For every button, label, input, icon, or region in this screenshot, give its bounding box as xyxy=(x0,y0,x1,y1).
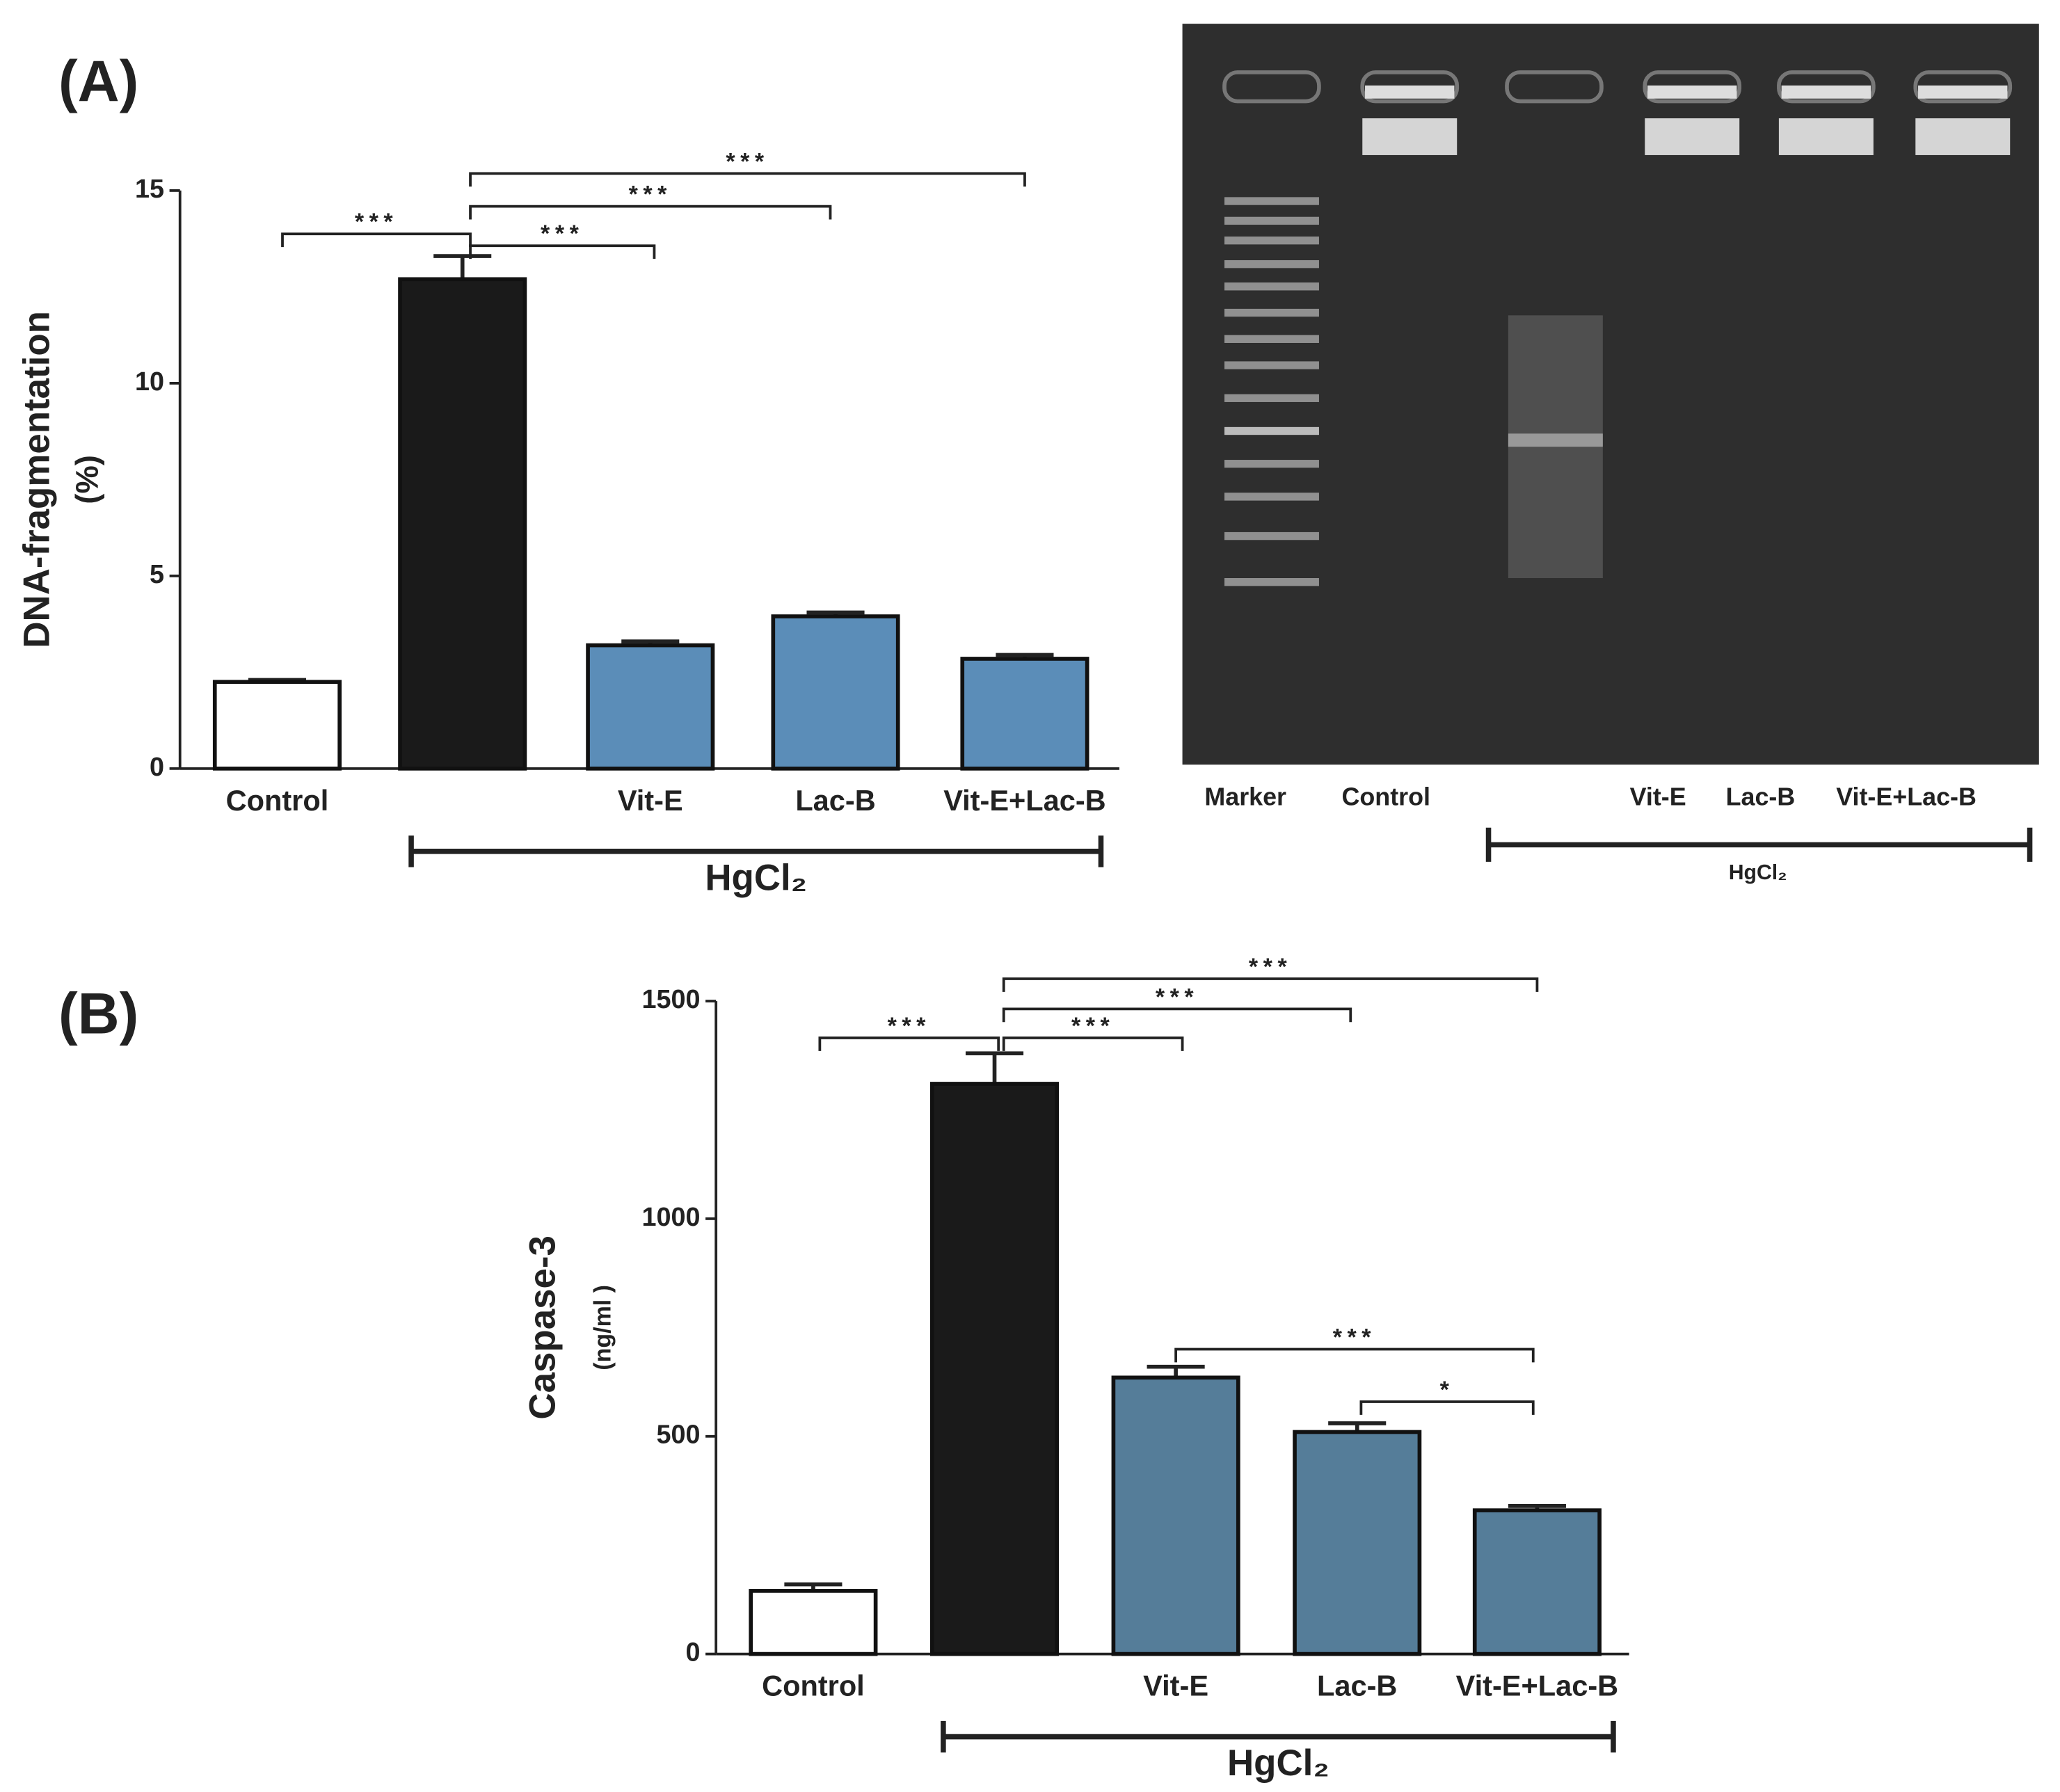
x-tick-label: Lac-B xyxy=(795,784,875,817)
significance-bracket xyxy=(469,172,1026,187)
gel-band xyxy=(1647,85,1737,99)
gel-well xyxy=(1360,70,1460,104)
y-tick-label: 5 xyxy=(150,560,164,589)
gel-well xyxy=(1643,70,1742,104)
gel-well xyxy=(1777,70,1876,104)
gel-band xyxy=(1362,118,1458,155)
x-tick-label: Vit-E+Lac-B xyxy=(1456,1670,1619,1702)
significance-label: *** xyxy=(1249,954,1292,980)
lane-label: Control xyxy=(1342,783,1430,811)
gel-ladder-band xyxy=(1224,460,1319,468)
gel-ladder-band xyxy=(1224,578,1319,586)
lane-label: Vit-E xyxy=(1630,783,1686,811)
significance-label: *** xyxy=(355,209,398,235)
gel-bands xyxy=(1222,70,2013,586)
y-tick-label: 1000 xyxy=(642,1203,701,1232)
y-tick-label: 0 xyxy=(150,753,164,782)
gel-ladder-band xyxy=(1224,237,1319,245)
x-tick-label: Lac-B xyxy=(1317,1670,1397,1702)
significance-bracket xyxy=(469,244,656,259)
group-label: HgCl₂ xyxy=(1227,1743,1330,1784)
x-tick-label: Control xyxy=(226,784,329,817)
bar xyxy=(586,643,715,771)
significance-bracket xyxy=(1002,1037,1184,1051)
panel-label: (B) xyxy=(58,982,138,1046)
gel-ladder-band xyxy=(1224,335,1319,343)
lane-label: Marker xyxy=(1204,783,1286,811)
gel-band xyxy=(1508,433,1603,447)
significance-bracket xyxy=(1359,1400,1535,1415)
lane-label: Lac-B xyxy=(1726,783,1796,811)
significance-bracket xyxy=(1002,1007,1352,1023)
gel-band xyxy=(1781,85,1871,99)
bar xyxy=(398,277,527,771)
significance-label: *** xyxy=(1071,1013,1115,1039)
y-tick-label: 15 xyxy=(135,175,164,204)
significance-bracket xyxy=(818,1037,1000,1051)
y-axis-title: Caspase-3 xyxy=(522,1235,564,1419)
gel-image xyxy=(1182,24,2039,765)
significance-bracket xyxy=(1174,1347,1535,1363)
x-tick-label: Control xyxy=(762,1670,865,1702)
bar xyxy=(1472,1508,1602,1656)
gel-ladder-band xyxy=(1224,282,1319,291)
gel-well xyxy=(1913,70,2013,104)
significance-bracket xyxy=(1002,977,1539,992)
gel-ladder-band xyxy=(1224,426,1319,435)
significance-label: * xyxy=(1440,1377,1455,1403)
significance-bracket xyxy=(469,205,832,220)
gel-ladder-band xyxy=(1224,493,1319,501)
y-tick-label: 1500 xyxy=(642,985,701,1014)
gel-ladder-band xyxy=(1224,531,1319,541)
gel-ladder-band xyxy=(1224,260,1319,269)
bar xyxy=(771,614,900,771)
gel-well xyxy=(1505,70,1604,104)
y-axis-title: DNA-fragmentation xyxy=(17,311,58,648)
lane-label: Vit-E+Lac-B xyxy=(1836,783,1977,811)
y-tick-label: 10 xyxy=(135,367,164,397)
significance-label: *** xyxy=(541,221,584,247)
gel-well xyxy=(1222,70,1321,104)
y-tick-label: 0 xyxy=(686,1638,701,1667)
y-tick-label: 500 xyxy=(657,1421,701,1450)
bar xyxy=(1111,1375,1240,1656)
gel-band xyxy=(1778,118,1874,155)
significance-label: *** xyxy=(1156,984,1199,1010)
significance-label: *** xyxy=(1333,1324,1376,1350)
bar xyxy=(929,1082,1060,1656)
significance-label: *** xyxy=(726,148,769,175)
gel-ladder-band xyxy=(1224,216,1319,225)
y-axis-subtitle: (%) xyxy=(69,455,104,504)
x-tick-label: Vit-E xyxy=(618,784,683,817)
significance-label: *** xyxy=(629,181,672,207)
y-axis-subtitle: (ng/ml ) xyxy=(590,1285,616,1370)
gel-ladder-band xyxy=(1224,308,1319,317)
gel-ladder-band xyxy=(1224,197,1319,205)
significance-label: *** xyxy=(888,1013,931,1039)
bar xyxy=(1293,1430,1422,1656)
bar xyxy=(749,1589,878,1656)
x-tick-label: Vit-E+Lac-B xyxy=(943,784,1106,817)
x-tick-label: Vit-E xyxy=(1143,1670,1208,1702)
group-label: HgCl₂ xyxy=(705,857,807,898)
gel-band xyxy=(1365,85,1455,99)
bar xyxy=(960,657,1089,771)
gel-band xyxy=(1915,118,2011,155)
gel-band xyxy=(1918,85,2008,99)
panel-label: (A) xyxy=(58,49,138,113)
group-label: HgCl₂ xyxy=(1729,861,1787,884)
gel-ladder-band xyxy=(1224,394,1319,402)
significance-bracket xyxy=(281,232,472,248)
bar xyxy=(212,680,342,771)
gel-band xyxy=(1645,118,1740,155)
gel-ladder-band xyxy=(1224,361,1319,369)
